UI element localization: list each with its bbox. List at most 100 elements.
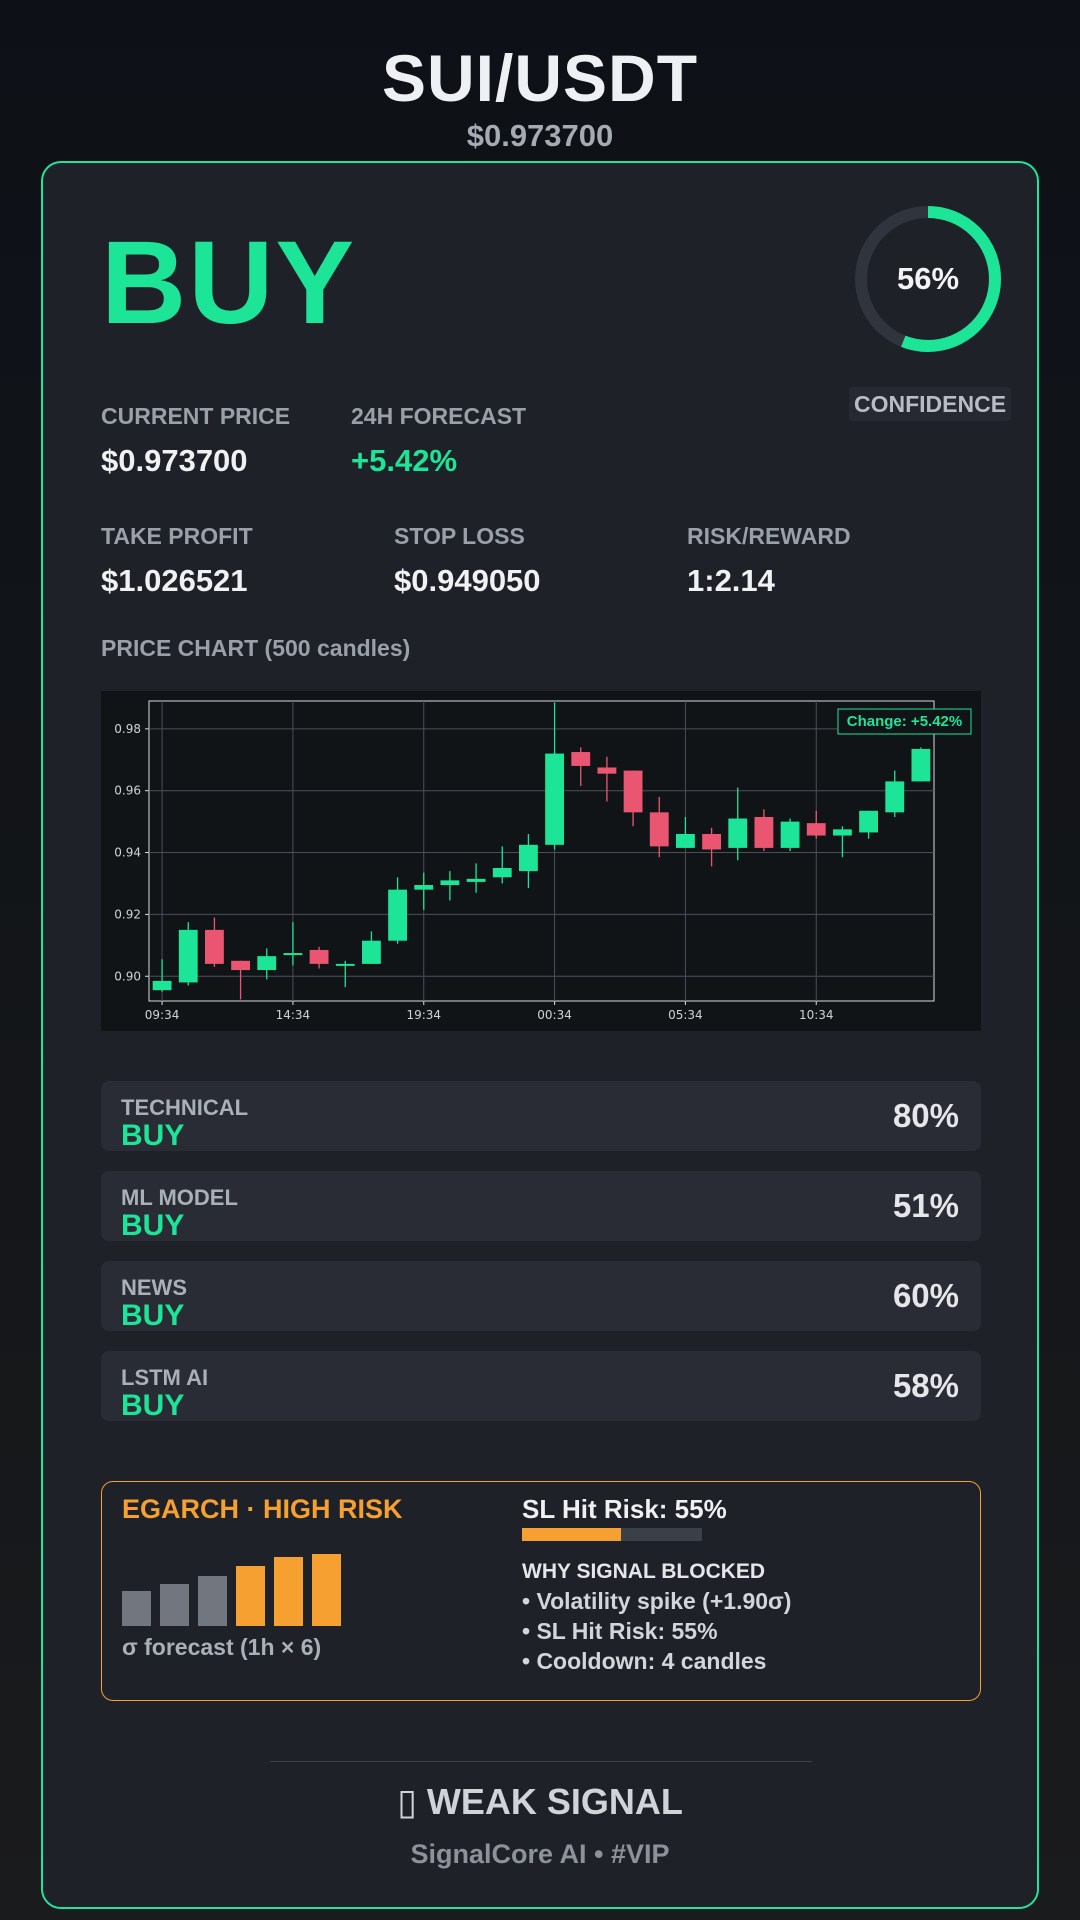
risk-panel: EGARCH · HIGH RISK σ forecast (1h × 6) S… [101,1481,981,1701]
stop-loss-label: STOP LOSS [394,523,525,549]
current-price-label: CURRENT PRICE [101,403,291,429]
current-price-value: $0.973700 [101,443,248,478]
source-name: NEWS [121,1275,187,1300]
candle-body [545,753,565,845]
candle-body [388,889,408,941]
reason-item: • Cooldown: 4 candles [522,1648,767,1674]
x-tick-label: 10:34 [799,1008,834,1022]
x-tick-label: 00:34 [537,1008,572,1022]
candle-body [152,980,172,991]
candle-body [492,868,512,878]
signal-card: BUY 56% CONFIDENCE CURRENT PRICE $0.9737… [41,161,1039,1909]
risk-reward-value: 1:2.14 [687,563,775,598]
source-name: LSTM AI [121,1365,209,1390]
forecast-label: 24H FORECAST [351,403,527,429]
candle-body [335,963,355,966]
y-tick-label: 0.90 [114,969,141,983]
sigma-bar [274,1557,303,1626]
reason-item: • SL Hit Risk: 55% [522,1618,718,1644]
candle-body [728,818,748,848]
divider [270,1761,812,1762]
candle-body [204,929,224,964]
source-name: ML MODEL [121,1185,238,1210]
sl-risk-bar [522,1528,702,1541]
candle-body [178,929,198,983]
candle-body [832,829,852,836]
source-percent: 60% [892,1277,959,1314]
signal-strength-status: ▯ WEAK SIGNAL [397,1781,683,1822]
sigma-bar [160,1584,189,1626]
stop-loss-value: $0.949050 [394,563,541,598]
source-lstm-ai: LSTM AI BUY 58% [101,1351,981,1422]
candle-body [231,960,251,971]
take-profit-label: TAKE PROFIT [101,523,253,549]
candle-body [440,880,460,886]
source-name: TECHNICAL [121,1095,249,1120]
plot-frame [148,700,935,1002]
y-tick-label: 0.96 [114,784,141,798]
confidence-label: CONFIDENCE [849,387,1011,421]
price-chart: 0.90 0.92 0.94 0.96 0.98 09:34 14:34 19:34 00:34… [101,691,981,1031]
x-tick-label: 14:34 [276,1008,311,1022]
pair-price: $0.973700 [466,118,614,153]
source-percent: 80% [892,1097,959,1134]
candle-body [257,956,277,971]
candle-body [414,885,434,890]
candle-body [518,844,538,872]
brand-footer: SignalCore AI • #VIP [410,1839,670,1869]
candle-body [649,812,669,847]
take-profit-value: $1.026521 [101,563,248,598]
confidence-arc [855,206,1001,352]
confidence-value: 56% [896,261,960,296]
sl-risk-text: SL Hit Risk: 55% [522,1494,727,1524]
y-tick-label: 0.92 [114,907,141,921]
candle-body [702,833,722,850]
candle-body [911,748,931,782]
forecast-value: +5.42% [351,443,458,478]
sigma-bar [312,1554,341,1626]
x-tick-label: 05:34 [668,1008,703,1022]
sigma-forecast-bars [122,1550,352,1626]
x-tick-label: 19:34 [406,1008,441,1022]
candle-body [859,810,879,833]
source-signal: BUY [121,1209,185,1242]
candle-body [675,833,695,848]
sigma-bar [122,1591,151,1626]
candle-body [780,821,800,848]
source-news: NEWS BUY 60% [101,1261,981,1332]
candle-body [571,752,591,766]
x-tick-label: 09:34 [145,1008,180,1022]
change-annotation: Change: +5.42% [847,713,962,730]
risk-reward-label: RISK/REWARD [687,523,851,549]
confidence-ring: 56% [853,204,1003,354]
candle-body [754,816,774,848]
source-technical: TECHNICAL BUY 80% [101,1081,981,1152]
source-percent: 51% [892,1187,959,1224]
source-signal: BUY [121,1389,185,1422]
source-signal: BUY [121,1119,185,1152]
candle-body [283,953,303,956]
sl-risk-fill [522,1528,621,1541]
source-signal: BUY [121,1299,185,1332]
sigma-label: σ forecast (1h × 6) [122,1634,322,1660]
source-ml-model: ML MODEL BUY 51% [101,1171,981,1242]
y-tick-label: 0.98 [114,722,141,736]
why-blocked-title: WHY SIGNAL BLOCKED [522,1560,766,1583]
candle-body [806,823,826,836]
candle-body [361,940,381,964]
candle-body [885,781,905,813]
sigma-bar [198,1576,227,1626]
y-tick-label: 0.94 [114,846,141,860]
chart-title: PRICE CHART (500 candles) [101,635,411,661]
change-annotation-box [837,708,972,735]
pair-title: SUI/USDT [381,41,699,115]
candle-body [309,949,329,964]
reason-item: • Volatility spike (+1.90σ) [522,1588,792,1614]
candle-body [466,878,486,882]
sigma-bar [236,1566,265,1626]
source-percent: 58% [892,1367,959,1404]
signal-action: BUY [101,217,357,349]
risk-title: EGARCH · HIGH RISK [122,1494,403,1524]
candle-body [623,770,643,813]
candle-body [597,767,617,774]
